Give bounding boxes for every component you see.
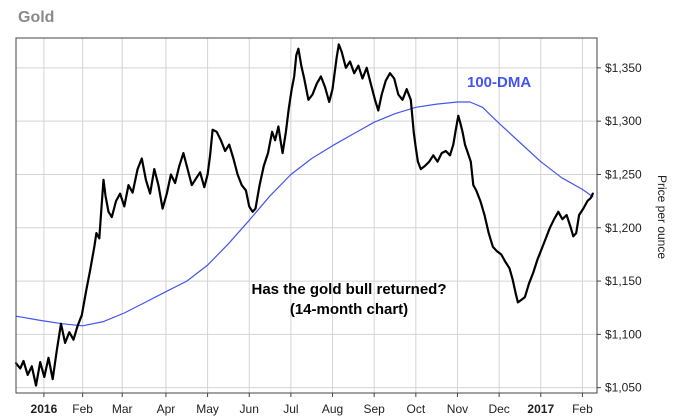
y-tick-label: $1,300 (605, 114, 642, 128)
x-tick-label: Dec (488, 402, 509, 416)
x-tick-label: Jul (283, 402, 298, 416)
chart-title: Gold (18, 9, 55, 26)
x-tick-label: Feb (572, 402, 593, 416)
series-label-dma: 100-DMA (467, 74, 531, 91)
grid-lines (16, 38, 597, 393)
x-tick-label: Nov (447, 402, 468, 416)
x-tick-label: Jun (240, 402, 259, 416)
series-line-dma (15, 101, 594, 327)
x-tick-label: 2017 (527, 402, 554, 416)
x-tick-label: 2016 (31, 402, 58, 416)
series-layer (14, 43, 594, 387)
plot-frame (15, 37, 598, 394)
x-tick-label: Feb (72, 402, 93, 416)
annotation-line-2: (14-month chart) (290, 301, 408, 318)
annotation-line-1: Has the gold bull returned? (251, 281, 446, 298)
x-tick-label: Oct (406, 402, 425, 416)
x-tick-label: Apr (157, 402, 176, 416)
y-tick-label: $1,200 (605, 221, 642, 235)
x-tick-label: Mar (112, 402, 133, 416)
x-tick-label: May (196, 402, 219, 416)
y-tick-label: $1,250 (605, 167, 642, 181)
axis-ticks: $1,050 $1,100 $1,150 $1,200 $1,250 $1,300 $1,3… (31, 61, 642, 416)
series-line-gold (14, 43, 594, 387)
y-axis-label: Price per ounce (655, 175, 669, 259)
x-tick-label: Aug (322, 402, 343, 416)
y-tick-label: $1,100 (605, 327, 642, 341)
y-tick-label: $1,050 (605, 381, 642, 395)
x-tick-label: Sep (363, 402, 385, 416)
y-tick-label: $1,350 (605, 61, 642, 75)
y-tick-label: $1,150 (605, 274, 642, 288)
